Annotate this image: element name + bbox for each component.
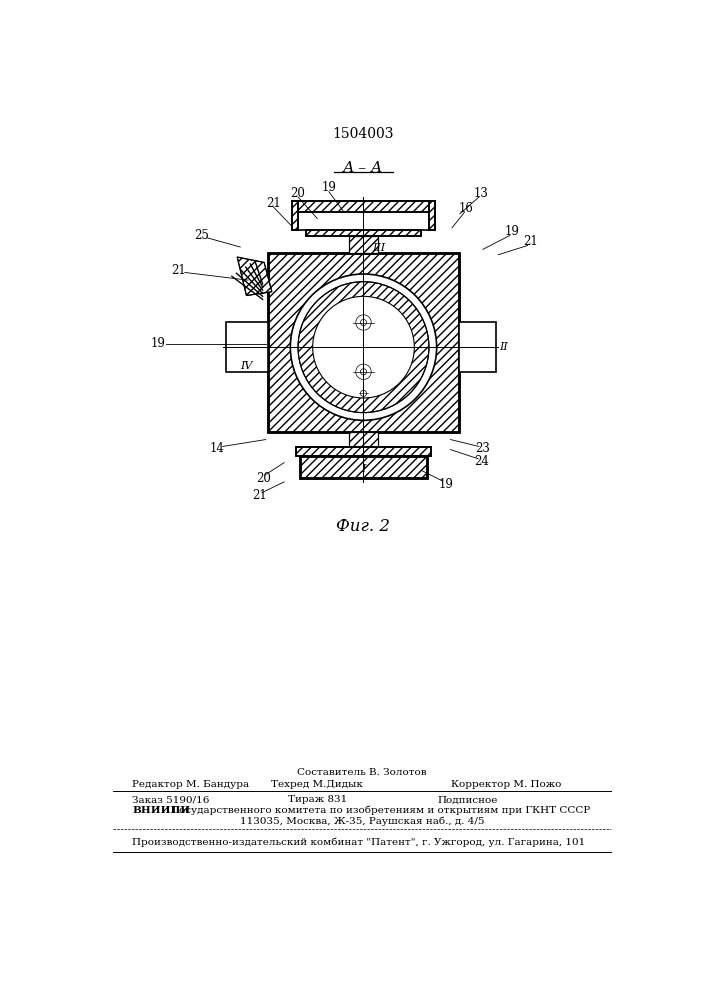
Bar xyxy=(428,201,435,230)
Circle shape xyxy=(361,390,366,396)
Text: Государственного комитета по изобретениям и открытиям при ГКНТ СССР: Государственного комитета по изобретения… xyxy=(169,806,590,815)
Text: 14: 14 xyxy=(210,442,225,455)
Text: 21: 21 xyxy=(171,264,186,277)
Bar xyxy=(226,322,268,372)
Text: 21: 21 xyxy=(252,489,267,502)
Circle shape xyxy=(312,296,414,398)
Text: Производственно-издательский комбинат "Патент", г. Ужгород, ул. Гагарина, 101: Производственно-издательский комбинат "П… xyxy=(132,838,585,847)
Circle shape xyxy=(356,364,371,379)
Bar xyxy=(428,201,435,230)
Text: Техред М.Дидык: Техред М.Дидык xyxy=(271,780,363,789)
Text: Редактор М. Бандура: Редактор М. Бандура xyxy=(132,780,250,789)
Bar xyxy=(292,201,298,230)
Text: 1504003: 1504003 xyxy=(333,127,395,141)
Polygon shape xyxy=(238,257,272,296)
Text: 19: 19 xyxy=(151,337,165,350)
Text: 13: 13 xyxy=(474,187,489,200)
Text: 19: 19 xyxy=(322,181,337,194)
Text: 16: 16 xyxy=(458,202,474,215)
Bar xyxy=(459,322,496,372)
Text: 20: 20 xyxy=(291,187,305,200)
Text: 25: 25 xyxy=(194,229,209,242)
Text: Подписное: Подписное xyxy=(437,795,498,804)
Text: 23: 23 xyxy=(475,442,490,455)
Bar xyxy=(292,201,298,230)
Bar xyxy=(268,253,459,432)
Bar xyxy=(296,447,431,456)
Text: I: I xyxy=(361,464,366,474)
Text: 113035, Москва, Ж-35, Раушская наб., д. 4/5: 113035, Москва, Ж-35, Раушская наб., д. … xyxy=(240,817,484,826)
Text: А – А: А – А xyxy=(344,161,384,175)
Bar xyxy=(349,236,378,253)
Bar xyxy=(349,432,378,447)
Bar xyxy=(300,456,427,478)
Bar xyxy=(349,432,378,447)
Bar xyxy=(292,201,435,230)
Bar xyxy=(292,201,435,212)
Circle shape xyxy=(361,319,366,326)
Circle shape xyxy=(356,315,371,330)
Text: Тираж 831: Тираж 831 xyxy=(288,795,347,804)
Bar xyxy=(296,447,431,456)
Text: Составитель В. Золотов: Составитель В. Золотов xyxy=(297,768,427,777)
Text: IV: IV xyxy=(240,361,253,371)
Bar xyxy=(349,236,378,253)
Bar xyxy=(305,230,421,236)
Text: 21: 21 xyxy=(266,197,281,210)
Circle shape xyxy=(298,282,429,413)
Bar xyxy=(292,201,435,212)
Text: Заказ 5190/16: Заказ 5190/16 xyxy=(132,795,210,804)
Circle shape xyxy=(361,369,366,375)
Bar xyxy=(305,230,421,236)
Text: 20: 20 xyxy=(256,472,271,485)
Text: 21: 21 xyxy=(523,235,538,248)
Text: 24: 24 xyxy=(474,455,489,468)
Text: 19: 19 xyxy=(438,478,453,491)
Text: 19: 19 xyxy=(505,225,520,238)
Bar xyxy=(300,456,427,478)
Text: II: II xyxy=(499,342,508,352)
Text: Корректор М. Пожо: Корректор М. Пожо xyxy=(451,780,561,789)
Text: Фиг. 2: Фиг. 2 xyxy=(337,518,390,535)
Circle shape xyxy=(291,274,437,420)
Bar xyxy=(298,212,428,227)
Bar xyxy=(268,253,459,432)
Text: ВНИИПИ: ВНИИПИ xyxy=(132,806,191,815)
Text: III: III xyxy=(373,243,385,253)
